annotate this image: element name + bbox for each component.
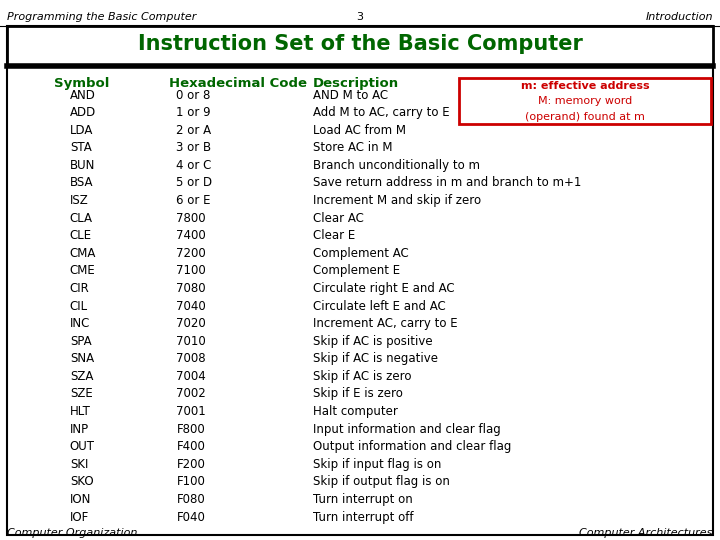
Text: Skip if AC is zero: Skip if AC is zero xyxy=(313,370,412,383)
Text: AND M to AC: AND M to AC xyxy=(313,89,388,102)
Text: M: memory word: M: memory word xyxy=(539,96,632,106)
Text: F800: F800 xyxy=(176,423,205,436)
Text: CLA: CLA xyxy=(70,212,93,225)
Text: ION: ION xyxy=(70,493,91,506)
Text: 6 or E: 6 or E xyxy=(176,194,211,207)
Text: Description: Description xyxy=(313,77,400,90)
Text: INP: INP xyxy=(70,423,89,436)
Text: F080: F080 xyxy=(176,493,205,506)
Text: BUN: BUN xyxy=(70,159,95,172)
Text: F100: F100 xyxy=(176,475,205,488)
Text: BSA: BSA xyxy=(70,177,94,190)
Text: 7200: 7200 xyxy=(176,247,206,260)
Text: CLE: CLE xyxy=(70,229,92,242)
Text: CMA: CMA xyxy=(70,247,96,260)
Text: Branch unconditionally to m: Branch unconditionally to m xyxy=(313,159,480,172)
Text: CIL: CIL xyxy=(70,300,88,313)
Text: Store AC in M: Store AC in M xyxy=(313,141,392,154)
Text: Input information and clear flag: Input information and clear flag xyxy=(313,423,501,436)
Text: Hexadecimal Code: Hexadecimal Code xyxy=(169,77,307,90)
Text: Add M to AC, carry to E: Add M to AC, carry to E xyxy=(313,106,450,119)
Text: 2 or A: 2 or A xyxy=(176,124,212,137)
Text: 7002: 7002 xyxy=(176,388,206,401)
Text: Skip if output flag is on: Skip if output flag is on xyxy=(313,475,450,488)
Text: LDA: LDA xyxy=(70,124,93,137)
Text: 0 or 8: 0 or 8 xyxy=(176,89,211,102)
Text: Symbol: Symbol xyxy=(54,77,109,90)
Text: 7800: 7800 xyxy=(176,212,206,225)
Text: Circulate right E and AC: Circulate right E and AC xyxy=(313,282,455,295)
Text: Programming the Basic Computer: Programming the Basic Computer xyxy=(7,12,197,22)
Text: m: effective address: m: effective address xyxy=(521,81,649,91)
Text: 7004: 7004 xyxy=(176,370,206,383)
Text: 7008: 7008 xyxy=(176,352,206,365)
Text: F400: F400 xyxy=(176,440,205,453)
Text: 4 or C: 4 or C xyxy=(176,159,212,172)
Text: Complement E: Complement E xyxy=(313,265,400,278)
Text: (operand) found at m: (operand) found at m xyxy=(526,112,645,122)
Text: SKI: SKI xyxy=(70,458,89,471)
Text: HLT: HLT xyxy=(70,405,91,418)
Text: Skip if AC is negative: Skip if AC is negative xyxy=(313,352,438,365)
Text: Increment M and skip if zero: Increment M and skip if zero xyxy=(313,194,482,207)
Text: Computer Architectures: Computer Architectures xyxy=(580,528,713,538)
Text: 3 or B: 3 or B xyxy=(176,141,212,154)
FancyBboxPatch shape xyxy=(459,78,711,124)
Text: 7020: 7020 xyxy=(176,317,206,330)
Text: SKO: SKO xyxy=(70,475,94,488)
Text: 7010: 7010 xyxy=(176,335,206,348)
Text: Turn interrupt off: Turn interrupt off xyxy=(313,510,414,524)
Text: F040: F040 xyxy=(176,510,205,524)
Text: Complement AC: Complement AC xyxy=(313,247,409,260)
Text: SZA: SZA xyxy=(70,370,93,383)
Text: AND: AND xyxy=(70,89,96,102)
Text: Load AC from M: Load AC from M xyxy=(313,124,406,137)
Text: 7001: 7001 xyxy=(176,405,206,418)
Text: Introduction: Introduction xyxy=(645,12,713,22)
Text: 7400: 7400 xyxy=(176,229,206,242)
Text: STA: STA xyxy=(70,141,91,154)
Text: SPA: SPA xyxy=(70,335,91,348)
Text: Turn interrupt on: Turn interrupt on xyxy=(313,493,413,506)
Text: SNA: SNA xyxy=(70,352,94,365)
Text: Increment AC, carry to E: Increment AC, carry to E xyxy=(313,317,458,330)
Text: Clear E: Clear E xyxy=(313,229,356,242)
Text: Skip if input flag is on: Skip if input flag is on xyxy=(313,458,441,471)
Text: ISZ: ISZ xyxy=(70,194,89,207)
Text: Skip if E is zero: Skip if E is zero xyxy=(313,388,403,401)
Text: 3: 3 xyxy=(356,12,364,22)
Text: IOF: IOF xyxy=(70,510,89,524)
Text: Save return address in m and branch to m+1: Save return address in m and branch to m… xyxy=(313,177,582,190)
Text: INC: INC xyxy=(70,317,90,330)
Text: Halt computer: Halt computer xyxy=(313,405,398,418)
Text: ADD: ADD xyxy=(70,106,96,119)
Text: Circulate left E and AC: Circulate left E and AC xyxy=(313,300,446,313)
Text: 7100: 7100 xyxy=(176,265,206,278)
Text: F200: F200 xyxy=(176,458,205,471)
Text: CIR: CIR xyxy=(70,282,89,295)
Text: SZE: SZE xyxy=(70,388,93,401)
Text: Clear AC: Clear AC xyxy=(313,212,364,225)
Text: OUT: OUT xyxy=(70,440,95,453)
Text: CME: CME xyxy=(70,265,96,278)
Text: Skip if AC is positive: Skip if AC is positive xyxy=(313,335,433,348)
Text: 5 or D: 5 or D xyxy=(176,177,212,190)
Text: Output information and clear flag: Output information and clear flag xyxy=(313,440,512,453)
Text: 1 or 9: 1 or 9 xyxy=(176,106,211,119)
Text: 7080: 7080 xyxy=(176,282,206,295)
FancyBboxPatch shape xyxy=(7,26,713,66)
Text: Instruction Set of the Basic Computer: Instruction Set of the Basic Computer xyxy=(138,34,582,55)
Text: 7040: 7040 xyxy=(176,300,206,313)
Text: Computer Organization: Computer Organization xyxy=(7,528,138,538)
